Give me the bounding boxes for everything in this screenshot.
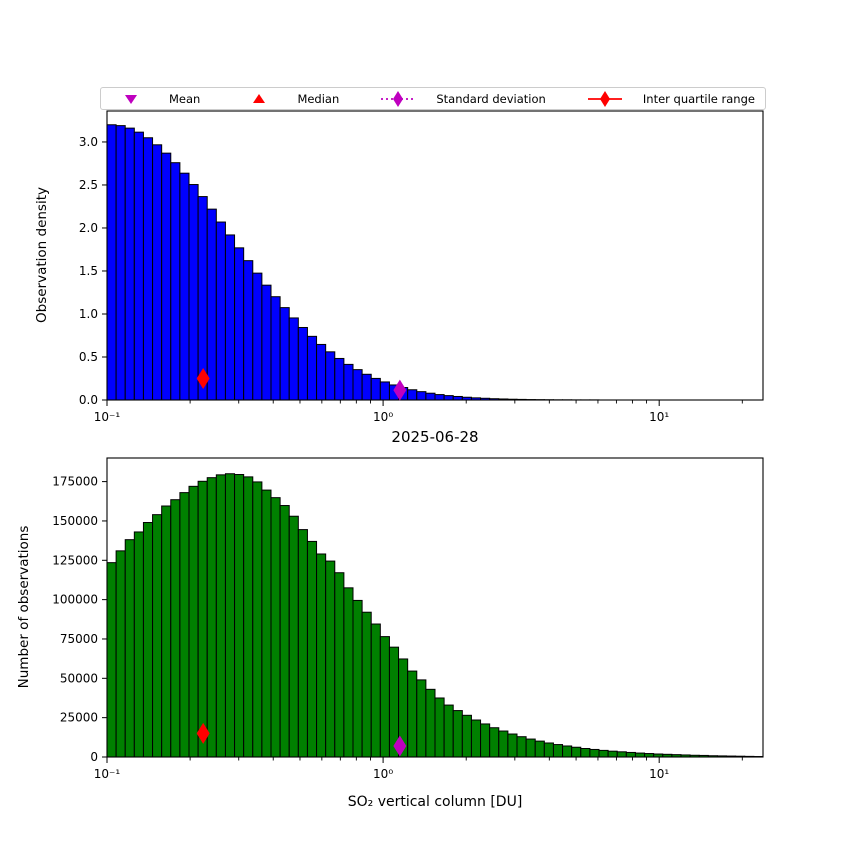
observation-count-histogram-y-axis: 0 25000 50000 75000 100000 125000 150000 175000	[52, 475, 107, 764]
inter-quartile-range-marker	[196, 367, 210, 389]
svg-text:25000: 25000	[60, 711, 98, 725]
svg-text:2.5: 2.5	[79, 178, 98, 192]
observation-count-histogram-bars	[106, 473, 764, 758]
inter-quartile-range-marker	[196, 722, 210, 744]
svg-text:10¹: 10¹	[649, 410, 669, 424]
observation-count-histogram-frame	[106, 457, 764, 758]
observation-count-histogram-markers	[196, 722, 407, 757]
observation-density-histogram-markers	[196, 367, 407, 401]
legend-item-standard-deviation: Standard deviation	[380, 90, 546, 108]
legend-item-mean: Mean	[113, 92, 200, 106]
bottom-ylabel: Number of observations	[16, 526, 32, 689]
observation-density-histogram-x-axis: 10⁻¹ 10⁰ 10¹	[94, 400, 743, 424]
bottom-xlabel: SO₂ vertical column [DU]	[348, 794, 523, 810]
svg-text:2.0: 2.0	[79, 221, 98, 235]
svg-text:1.5: 1.5	[79, 264, 98, 278]
svg-text:150000: 150000	[52, 514, 98, 528]
svg-text:175000: 175000	[52, 475, 98, 489]
svg-text:0.5: 0.5	[79, 350, 98, 364]
svg-text:10⁻¹: 10⁻¹	[94, 410, 121, 424]
top-ylabel: Observation density	[34, 187, 50, 323]
standard-deviation-marker	[393, 379, 407, 401]
observation-density-histogram-bars	[106, 124, 600, 401]
svg-text:100000: 100000	[52, 593, 98, 607]
svg-text:1.0: 1.0	[79, 307, 98, 321]
inter-quartile-range-diamond-icon	[587, 90, 623, 108]
svg-text:10⁰: 10⁰	[373, 767, 393, 781]
legend-label-mean: Mean	[169, 91, 201, 106]
top-xlabel-date: 2025-06-28	[391, 428, 478, 446]
legend-label-median: Median	[297, 91, 340, 106]
legend: Mean Median Standard deviation	[100, 87, 766, 110]
observation-density-histogram-frame	[106, 110, 764, 401]
median-triangle-up-icon	[241, 93, 277, 105]
legend-label-inter-quartile-range: Inter quartile range	[642, 91, 755, 106]
svg-text:10¹: 10¹	[649, 767, 669, 781]
svg-text:50000: 50000	[60, 671, 98, 685]
svg-text:75000: 75000	[60, 632, 98, 646]
observation-count-histogram-x-axis: 10⁻¹ 10⁰ 10¹	[94, 757, 743, 781]
legend-item-inter-quartile-range: Inter quartile range	[587, 90, 755, 108]
svg-text:10⁰: 10⁰	[373, 410, 393, 424]
legend-item-median: Median	[241, 92, 339, 106]
mean-triangle-down-icon	[113, 93, 149, 105]
standard-deviation-diamond-icon	[380, 90, 416, 108]
svg-text:3.0: 3.0	[79, 135, 98, 149]
svg-text:125000: 125000	[52, 553, 98, 567]
svg-text:10⁻¹: 10⁻¹	[94, 767, 121, 781]
counts-histogram-plot: 0 25000 50000 75000 100000 125000 150000 175000…	[52, 457, 764, 781]
standard-deviation-marker	[393, 735, 407, 757]
svg-text:0: 0	[90, 750, 98, 764]
density-histogram-plot: 0.0 0.5 1.0 1.5 2.0 2.5 3.0 10⁻¹ 10⁰ 10¹	[79, 110, 764, 424]
svg-text:0.0: 0.0	[79, 393, 98, 407]
observation-density-histogram-y-axis: 0.0 0.5 1.0 1.5 2.0 2.5 3.0	[79, 135, 107, 407]
legend-label-standard-deviation: Standard deviation	[436, 91, 546, 106]
